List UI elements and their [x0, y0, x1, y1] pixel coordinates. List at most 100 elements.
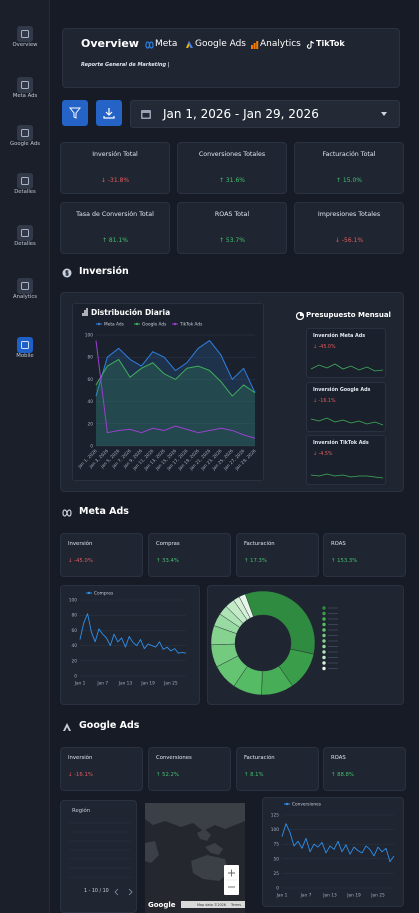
kpi-label: Conversiones	[156, 755, 192, 761]
series-line	[95, 358, 256, 397]
nav-icon-bg	[17, 337, 33, 353]
series-line	[95, 340, 256, 439]
y-tick-label: 0	[74, 674, 77, 680]
x-tick-label: Jan 19	[346, 893, 361, 899]
budget-label: Inversión TikTok Ads	[313, 441, 369, 446]
map-land	[191, 855, 229, 881]
legend-dot	[135, 322, 139, 326]
sparkline-path	[310, 417, 384, 426]
nav-icon-glyph	[21, 341, 29, 349]
nav-label: Meta Ads	[12, 93, 38, 99]
budget-label: Inversión Google Ads	[313, 388, 371, 393]
conversiones-chart: 0 25 50 75 100 125 Jan 1 Jan 7 Jan 13 Jan 19 Jan 2…	[271, 802, 395, 899]
nav-item[interactable]: Meta Ads	[0, 75, 50, 105]
kpi-change: ↓ -16.1%	[68, 772, 93, 778]
brand-glyph	[251, 45, 253, 49]
legend-dot	[322, 650, 326, 654]
map-land	[145, 841, 159, 863]
icon-glyph	[65, 270, 69, 276]
legend-dot	[322, 628, 326, 632]
kpi-label: ROAS Total	[214, 211, 250, 218]
compras-chart: 0 20 40 60 80 100 Jan 1 Jan 7 Jan 13 Jan 19 Jan 25…	[69, 591, 187, 687]
sparkline	[310, 473, 384, 479]
caret-glyph	[381, 112, 387, 116]
y-tick-label: 80	[72, 613, 78, 619]
kpi-label: Inversión	[68, 755, 93, 761]
legend-dot	[87, 591, 91, 595]
legend-dot	[97, 322, 101, 326]
nav-item[interactable]: Overview	[0, 24, 50, 54]
calendar-glyph	[142, 113, 150, 118]
nav-item[interactable]: Analytics	[0, 276, 50, 306]
budget-title: Presupuesto Mensual	[306, 311, 391, 319]
header-title: Overview	[81, 37, 139, 50]
legend-text-line	[328, 635, 338, 636]
legend-dot	[322, 639, 326, 643]
nav-label: Detalles	[14, 189, 36, 195]
toolbar-button[interactable]	[96, 100, 122, 126]
brand-glyph	[256, 41, 259, 49]
y-tick-label: 60	[88, 377, 94, 383]
legend-text-line	[328, 657, 338, 658]
nav-icon-glyph	[21, 282, 29, 290]
kpi-change: ↑ 8.1%	[244, 772, 264, 778]
brand-name: Meta	[155, 39, 178, 49]
date-range: Jan 1, 2026 - Jan 29, 2026	[163, 107, 319, 121]
legend-text-line	[328, 618, 338, 620]
nav-icon-glyph	[21, 177, 29, 185]
pagination: 1 - 10 / 10	[84, 889, 109, 894]
y-tick-label: 40	[88, 399, 94, 405]
y-tick-label: 25	[274, 871, 280, 877]
icon-glyph	[62, 509, 72, 517]
section-icon	[62, 509, 72, 517]
nav-label: Detalles	[14, 241, 36, 247]
nav-icon	[17, 125, 33, 141]
kpi-card: Conversiones ↑ 52.2%	[148, 747, 231, 791]
kpi-change: ↑ 81.1%	[102, 237, 128, 244]
section-icon	[62, 268, 72, 278]
chart-card	[60, 585, 200, 705]
date-picker[interactable]: Jan 1, 2026 - Jan 29, 2026	[130, 100, 400, 128]
y-tick-label: 100	[271, 827, 279, 833]
kpi-change: ↑ 153.3%	[331, 558, 358, 564]
y-tick-label: 100	[69, 598, 77, 604]
budget-card: Inversión TikTok Ads ↓ -4.5%	[306, 435, 386, 485]
sparkline-path	[310, 473, 384, 479]
nav-item[interactable]: Detalles	[0, 223, 50, 253]
nav-item[interactable]: Detalles	[0, 171, 50, 201]
kpi-change: ↑ 17.3%	[244, 558, 267, 564]
legend-label: Meta Ads	[104, 322, 125, 328]
kpi-card: Impresiones Totales ↓ -56.1%	[294, 202, 404, 254]
legend-dot	[322, 606, 326, 610]
y-tick-label: 40	[72, 643, 78, 649]
legend-text-line	[328, 646, 338, 647]
toolbar-button[interactable]	[62, 100, 88, 126]
legend-label: TikTok Ads	[179, 322, 203, 328]
nav-icon	[17, 173, 33, 189]
y-tick-label: 0	[90, 444, 93, 450]
kpi-label: Inversión	[68, 541, 93, 547]
kpi-label: Facturación Total	[322, 151, 376, 158]
donut-slice	[244, 590, 316, 655]
kpi-card: Compras ↑ 33.4%	[148, 533, 231, 577]
series-area	[96, 359, 255, 446]
donut-chart	[210, 590, 338, 696]
nav-item[interactable]: Google Ads	[0, 123, 50, 153]
nav-item[interactable]: Mobile	[0, 335, 50, 365]
legend-dot	[322, 666, 326, 671]
sparkline-path	[310, 363, 384, 372]
section-title: Google Ads	[79, 720, 140, 731]
kpi-label: Conversiones Totales	[198, 151, 266, 158]
kpi-change: ↑ 88.8%	[331, 772, 354, 778]
kpi-label: Compras	[156, 541, 180, 547]
kpi-label: Impresiones Totales	[317, 211, 381, 218]
series-line	[95, 340, 256, 397]
nav-icon-glyph	[21, 30, 29, 38]
y-tick-label: 125	[271, 813, 279, 819]
kpi-card: ROAS Total ↑ 53.7%	[177, 202, 287, 254]
legend-dot	[322, 617, 326, 621]
series-line	[281, 823, 395, 863]
nav-icon	[17, 337, 33, 353]
kpi-card: Facturación ↑ 17.3%	[236, 533, 319, 577]
